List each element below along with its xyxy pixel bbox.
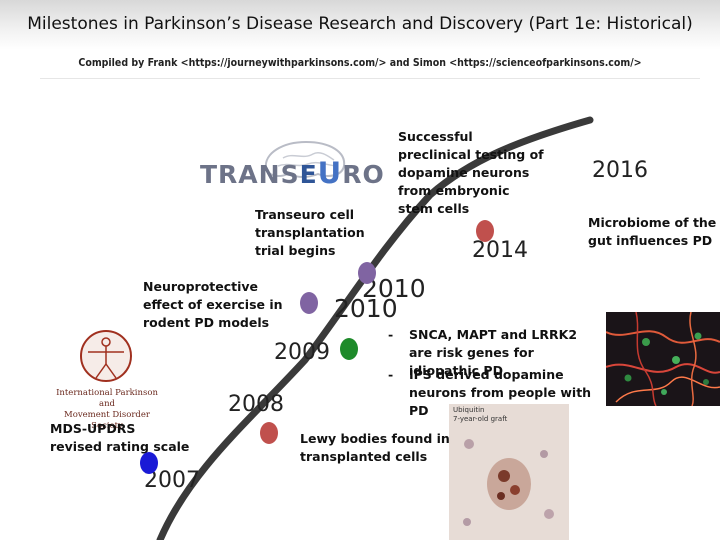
logo-text-ro: RO	[342, 160, 385, 189]
ips-neurons-image	[606, 312, 720, 406]
bullet-ips-neurons: IPS derived dopamine neurons from people…	[409, 367, 592, 418]
title-bar	[0, 0, 720, 50]
note-lewy-bodies: Lewy bodies found in transplanted cells	[300, 431, 450, 464]
milestone-dot-2010-b[interactable]	[358, 262, 376, 284]
note-mds-updrs: MDS-UPDRS revised rating scale	[50, 421, 190, 454]
note-stem-cells: Successful preclinical testing of dopami…	[398, 129, 544, 216]
year-2010-a: 2010	[334, 294, 398, 323]
milestone-dot-2007[interactable]	[140, 452, 158, 474]
vitruvian-man-icon	[80, 330, 132, 382]
page-subtitle: Compiled by Frank <https://journeywithpa…	[78, 57, 642, 69]
ipmds-logo: International Parkinson and Movement Dis…	[48, 326, 166, 431]
milestone-dot-2014[interactable]	[476, 220, 494, 242]
page-title: Milestones in Parkinson’s Disease Resear…	[27, 14, 693, 34]
year-2009: 2009	[274, 340, 330, 365]
neuron-fluorescence-icon	[606, 312, 720, 406]
logo-text-trans: TRANS	[200, 160, 300, 189]
lewy-caption-line2: 7-year-old graft	[453, 415, 508, 423]
milestone-dot-2009[interactable]	[340, 338, 358, 360]
ipmds-logo-line1: International Parkinson and	[56, 388, 158, 409]
ipmds-logo-line2: Movement Disorder Society	[64, 410, 150, 431]
transeuro-logo: TRANSEURO	[196, 138, 386, 198]
year-2016: 2016	[592, 158, 648, 183]
milestone-dot-2010-a[interactable]	[300, 292, 318, 314]
note-exercise: Neuroprotective effect of exercise in ro…	[143, 279, 283, 330]
lewy-caption-line1: Ubiquitin	[453, 406, 485, 414]
year-2008: 2008	[228, 392, 284, 417]
note-transeuro-trial: Transeuro cell transplantation trial beg…	[255, 207, 365, 258]
logo-text-u: U	[317, 156, 343, 190]
brain-outline-icon	[264, 140, 346, 178]
note-microbiome: Microbiome of the gut influences PD	[588, 215, 717, 248]
histology-cells-icon	[463, 439, 554, 526]
bullet-risk-genes: SNCA, MAPT and LRRK2 are risk genes for …	[409, 327, 578, 378]
bullet-dash-2: -	[388, 367, 394, 382]
milestone-dot-2008[interactable]	[260, 422, 278, 444]
logo-text-e: E	[299, 160, 318, 189]
lewy-body-image: Ubiquitin 7-year-old graft	[449, 404, 569, 540]
bullet-dash-1: -	[388, 327, 394, 342]
divider	[40, 78, 700, 79]
year-2014: 2014	[472, 238, 528, 263]
